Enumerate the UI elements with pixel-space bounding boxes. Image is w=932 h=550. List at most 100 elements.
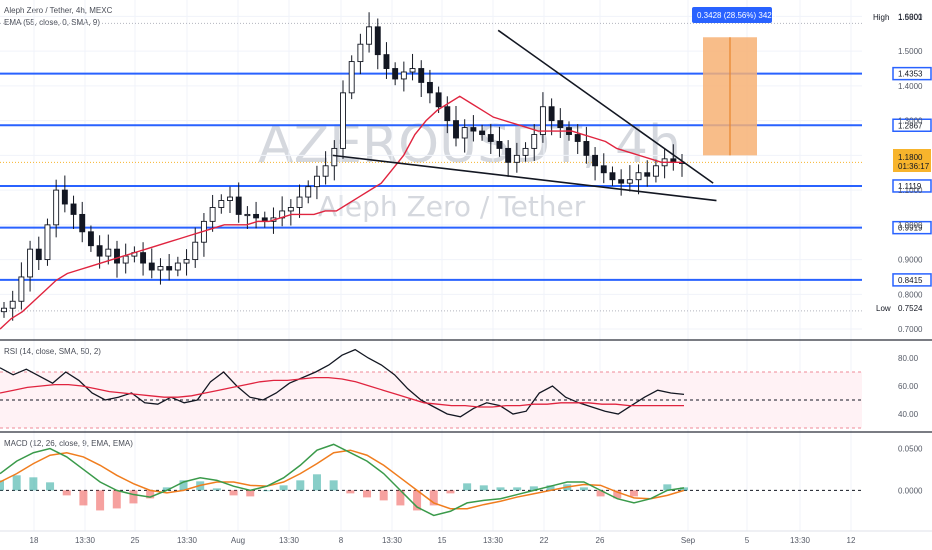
level-tag <box>892 273 932 287</box>
candle-body <box>418 68 425 83</box>
x-tick-label: 13:30 <box>177 536 198 545</box>
macd-histogram-bar <box>29 477 38 491</box>
macd-histogram-bar <box>513 487 522 491</box>
candle-body <box>18 276 25 302</box>
ema-legend: EMA (55, close, 0, SMA, 9) <box>4 18 100 27</box>
candle-body <box>96 245 103 257</box>
position-label: 0.3428 (28.56%) 3428 <box>692 7 777 23</box>
candle-body <box>79 213 86 233</box>
candle-body <box>600 165 607 174</box>
ema-line <box>0 95 684 330</box>
macd-histogram-bar <box>279 485 288 491</box>
level-tag <box>892 179 932 193</box>
wedge-lower-line <box>332 154 717 202</box>
rsi-ma-line <box>0 376 684 408</box>
macd-histogram-bar <box>12 475 21 491</box>
high-value: 1.5801 <box>898 13 923 22</box>
macd-histogram-bar <box>463 483 472 491</box>
macd-histogram-bar <box>46 482 55 491</box>
x-tick-label: 12 <box>847 536 856 545</box>
candle-body <box>539 106 546 135</box>
macd-histogram-bar <box>413 490 422 511</box>
macd-histogram-bar <box>663 484 672 491</box>
candle-body <box>348 61 355 94</box>
candle-body <box>44 224 51 261</box>
candle-body <box>635 172 642 181</box>
macd-histogram-bar <box>212 488 221 491</box>
candle-body <box>227 196 233 201</box>
candle-body <box>644 172 651 177</box>
macd-histogram-bar <box>596 490 605 497</box>
rsi-tick-label: 40.00 <box>898 410 919 419</box>
candle-body <box>61 189 68 205</box>
wedge-lines[interactable] <box>332 29 717 202</box>
macd-histogram-bar <box>646 490 655 492</box>
candle-body <box>652 165 659 177</box>
candle-body <box>70 203 77 215</box>
macd-histogram-bar <box>680 487 688 491</box>
level-tag <box>892 118 932 133</box>
candle-body <box>35 248 42 261</box>
level-tag-label: 1.1119 <box>898 182 922 191</box>
level-tag-label: 0.9919 <box>898 224 923 233</box>
macd-histogram-bar <box>146 490 155 499</box>
candle-body <box>574 134 581 142</box>
macd-histogram-bar <box>96 490 105 511</box>
candle-body <box>148 262 155 271</box>
candle-body <box>426 81 433 94</box>
candle-body <box>366 26 373 45</box>
macd-histogram-bar <box>246 490 255 497</box>
x-tick-label: 15 <box>438 536 447 545</box>
macd-histogram-bar <box>379 490 388 501</box>
candle-body <box>9 300 16 309</box>
level-tag-label: 1.2867 <box>898 121 923 130</box>
price-tick-label: 1.0000 <box>898 221 923 230</box>
x-tick-label: 13:30 <box>483 536 504 545</box>
candle-body <box>192 241 199 261</box>
candle-body <box>548 106 555 122</box>
position-tool[interactable] <box>703 37 757 156</box>
candle-body <box>583 141 590 156</box>
high-label: High <box>873 13 889 22</box>
x-tick-label: Sep <box>681 536 696 545</box>
macd-histogram-bar <box>429 490 438 506</box>
level-tag-label: 0.8415 <box>898 276 923 285</box>
candle-body <box>322 165 329 177</box>
macd-histogram-bar <box>179 480 188 491</box>
low-label: Low <box>876 304 891 313</box>
candle-body <box>27 248 34 278</box>
high-tag: High 1.5801 <box>873 13 923 22</box>
candle-body <box>470 127 477 132</box>
x-tick-label: 13:30 <box>75 536 96 545</box>
candle-body <box>244 213 251 217</box>
wedge-upper-line <box>497 29 714 184</box>
level-tag <box>892 66 932 81</box>
x-tick-label: 22 <box>540 536 549 545</box>
price-tick-label: 1.1000 <box>898 186 923 195</box>
candle-body <box>435 92 442 108</box>
chart-title: Aleph Zero / Tether, 4h, MEXC <box>4 6 113 15</box>
macd-histogram-bar <box>479 485 488 491</box>
x-tick-label: Aug <box>231 536 245 545</box>
candle-body <box>1 307 7 313</box>
horizontal-levels[interactable]: 1.4353 1.2867 1.1119 0.9919 0.8415 <box>0 66 932 287</box>
macd-histogram-bar <box>0 480 4 491</box>
candle-body <box>409 68 416 73</box>
candle-body <box>287 207 294 212</box>
candle-body <box>174 262 181 271</box>
rsi-band-fill <box>0 372 862 428</box>
candle-body <box>487 134 494 142</box>
macd-tick-label: 0.0500 <box>898 445 923 454</box>
last-price-tag[interactable]: 1.1800 01:36:17 <box>893 149 931 172</box>
macd-tick-label: 0.0000 <box>898 486 923 495</box>
x-tick-label: 13:30 <box>279 536 300 545</box>
x-tick-label: 8 <box>339 536 344 545</box>
macd-histogram-bar <box>546 485 555 491</box>
macd-pane <box>0 443 862 517</box>
macd-histogram-bar <box>62 490 71 496</box>
candle-body <box>400 71 407 80</box>
candle-body <box>218 200 225 208</box>
macd-histogram-bar <box>312 474 321 491</box>
x-tick-label: 18 <box>30 536 39 545</box>
